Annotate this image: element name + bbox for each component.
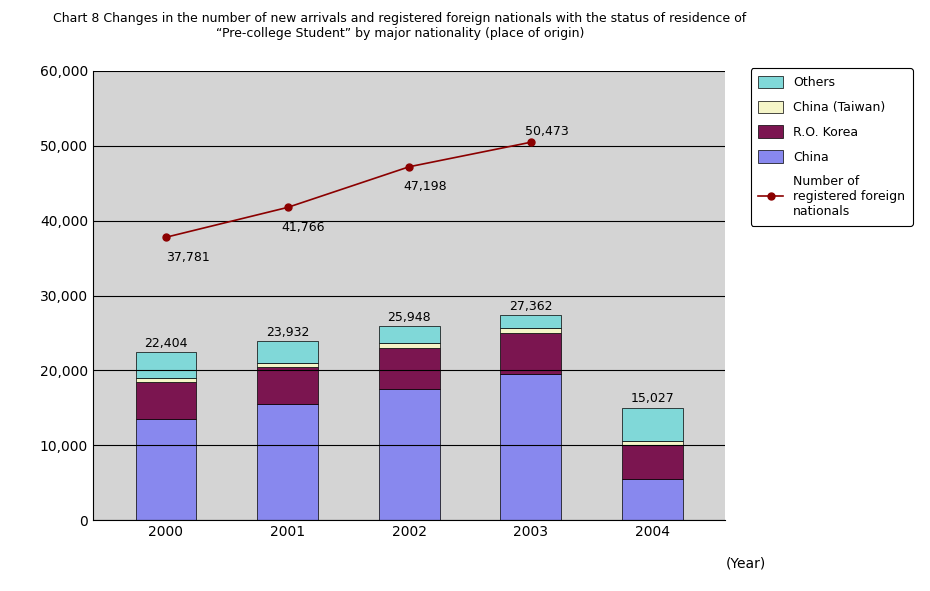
Bar — [622, 479, 683, 520]
Legend: Others, China (Taiwan), R.O. Korea, China, Number of
registered foreign
national: Others, China (Taiwan), R.O. Korea, Chin… — [751, 68, 912, 226]
Text: “Pre-college Student” by major nationality (place of origin): “Pre-college Student” by major nationali… — [216, 27, 584, 40]
Bar — [500, 315, 561, 329]
Bar — [622, 441, 683, 445]
Bar — [379, 389, 440, 520]
Bar — [136, 419, 196, 520]
Bar — [379, 343, 440, 348]
Text: 41,766: 41,766 — [282, 221, 325, 234]
Text: 25,948: 25,948 — [388, 311, 431, 324]
Bar — [622, 445, 683, 479]
Bar — [622, 408, 683, 441]
Bar — [379, 348, 440, 389]
Text: 23,932: 23,932 — [266, 326, 310, 339]
Text: 37,781: 37,781 — [166, 251, 210, 264]
Text: 27,362: 27,362 — [509, 300, 552, 313]
Bar — [258, 341, 318, 363]
Bar — [258, 404, 318, 520]
Text: 47,198: 47,198 — [403, 180, 446, 193]
Bar — [500, 374, 561, 520]
Bar — [136, 382, 196, 419]
Bar — [136, 378, 196, 382]
Bar — [500, 329, 561, 333]
Bar — [136, 352, 196, 378]
Bar — [258, 363, 318, 366]
Text: (Year): (Year) — [725, 556, 765, 570]
Bar — [500, 333, 561, 374]
Text: 50,473: 50,473 — [525, 125, 568, 138]
Bar — [258, 366, 318, 404]
Text: 15,027: 15,027 — [631, 392, 674, 405]
Bar — [379, 326, 440, 343]
Text: Chart 8 Changes in the number of new arrivals and registered foreign nationals w: Chart 8 Changes in the number of new arr… — [53, 12, 747, 25]
Text: 22,404: 22,404 — [144, 337, 188, 350]
